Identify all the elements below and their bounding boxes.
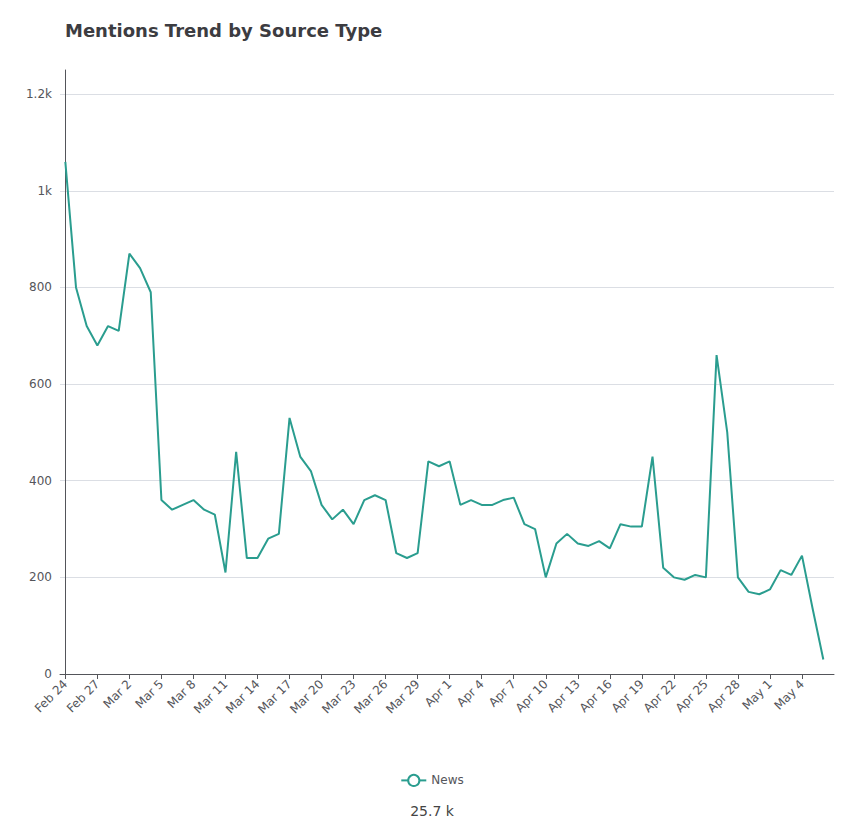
svg-text:Apr 16: Apr 16: [577, 677, 615, 715]
svg-text:25.7 k: 25.7 k: [410, 803, 455, 819]
svg-text:Apr 7: Apr 7: [486, 677, 519, 710]
svg-text:Mar 29: Mar 29: [383, 677, 422, 716]
svg-text:800: 800: [29, 280, 52, 294]
svg-text:Mar 2: Mar 2: [100, 677, 134, 711]
svg-text:Mar 17: Mar 17: [255, 677, 294, 716]
svg-text:Apr 13: Apr 13: [545, 677, 583, 715]
svg-text:Mar 26: Mar 26: [351, 677, 390, 716]
svg-text:Apr 28: Apr 28: [705, 677, 743, 715]
svg-text:Mar 5: Mar 5: [132, 677, 166, 711]
svg-text:200: 200: [29, 570, 52, 584]
svg-text:1.2k: 1.2k: [26, 87, 52, 101]
svg-text:600: 600: [29, 377, 52, 391]
svg-text:May 1: May 1: [739, 677, 775, 713]
svg-text:Mar 8: Mar 8: [164, 677, 199, 711]
svg-text:0: 0: [44, 667, 52, 681]
svg-text:Apr 1: Apr 1: [422, 677, 455, 710]
svg-text:Mar 23: Mar 23: [319, 677, 358, 716]
svg-text:News: News: [431, 773, 463, 787]
svg-text:Feb 24: Feb 24: [32, 677, 70, 715]
svg-text:Apr 25: Apr 25: [673, 677, 711, 715]
svg-text:May 4: May 4: [771, 677, 807, 713]
svg-text:Apr 19: Apr 19: [609, 677, 647, 715]
svg-text:Feb 27: Feb 27: [64, 677, 102, 715]
svg-text:Mar 14: Mar 14: [223, 677, 262, 716]
svg-text:Apr 22: Apr 22: [641, 677, 679, 715]
svg-text:Mar 20: Mar 20: [287, 677, 326, 716]
svg-text:Mentions Trend by Source Type: Mentions Trend by Source Type: [65, 20, 382, 41]
svg-text:Apr 10: Apr 10: [513, 677, 551, 715]
svg-text:1k: 1k: [37, 184, 52, 198]
svg-text:400: 400: [29, 474, 52, 488]
svg-text:Mar 11: Mar 11: [191, 677, 230, 716]
svg-text:Apr 4: Apr 4: [454, 677, 487, 710]
